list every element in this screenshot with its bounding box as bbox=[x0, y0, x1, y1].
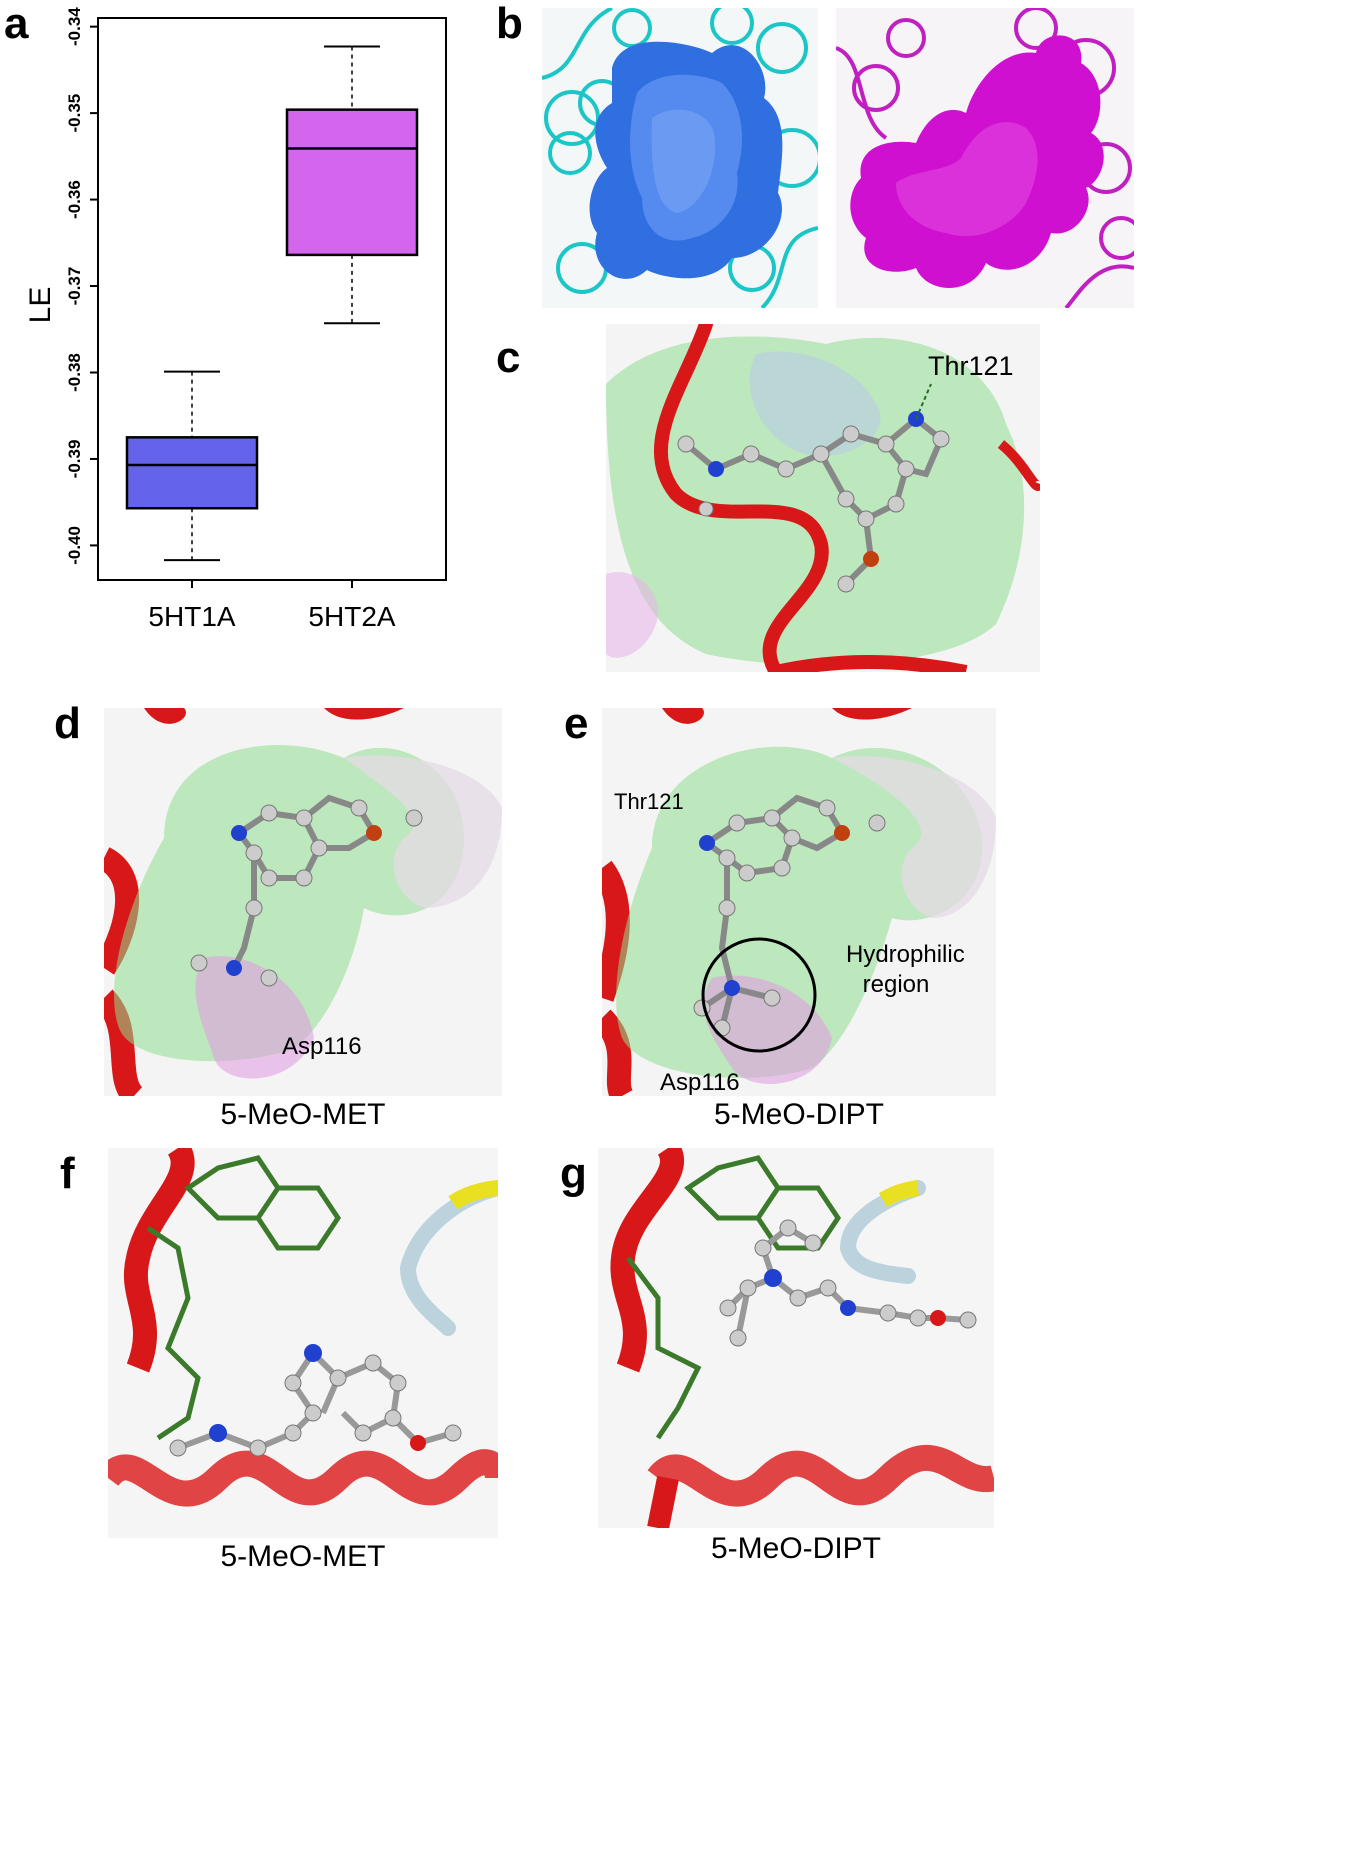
docking-view-f bbox=[108, 1148, 498, 1538]
x-tick-label: 5HT2A bbox=[308, 601, 395, 632]
region-label-hydrophilic: Hydrophilic region bbox=[846, 941, 965, 998]
y-tick-label: -0.36 bbox=[65, 180, 84, 219]
residue-label-asp116-d: Asp116 bbox=[282, 1033, 362, 1060]
residue-label-thr121-c: Thr121 bbox=[928, 351, 1014, 381]
y-tick-label: -0.38 bbox=[65, 353, 84, 392]
caption-g: 5-MeO-DIPT bbox=[710, 1532, 881, 1565]
panel-label-c: c bbox=[496, 333, 521, 382]
caption-d: 5-MeO-MET bbox=[220, 1098, 386, 1131]
caption-f: 5-MeO-MET bbox=[220, 1540, 386, 1573]
panel-label-a: a bbox=[4, 0, 29, 48]
pocket-surface-5ht2a bbox=[836, 8, 1134, 308]
panel-label-e: e bbox=[564, 699, 589, 748]
panel-label-b: b bbox=[496, 0, 523, 48]
docking-view-e bbox=[602, 708, 996, 1096]
panel-label-f: f bbox=[60, 1149, 75, 1198]
plot-frame bbox=[97, 17, 447, 581]
pocket-surface-5ht1a bbox=[542, 8, 818, 308]
residue-label-thr121-e: Thr121 bbox=[614, 789, 684, 814]
x-axis: 5HT1A 5HT2A bbox=[148, 580, 396, 632]
panel-label-g: g bbox=[560, 1149, 587, 1198]
docking-view-g bbox=[598, 1148, 994, 1528]
le-boxplot: LE -0.34 -0.35 -0.36 -0.37 -0.38 -0.39 -0.40 5… bbox=[24, 7, 447, 632]
docking-view-c bbox=[606, 324, 1040, 672]
box-group bbox=[125, 45, 419, 562]
y-axis: -0.34 -0.35 -0.36 -0.37 -0.38 -0.39 -0.40 bbox=[65, 7, 98, 565]
y-axis-label: LE bbox=[24, 287, 57, 324]
y-tick-label: -0.35 bbox=[65, 94, 84, 133]
y-tick-label: -0.37 bbox=[65, 267, 84, 306]
box-5HT2A bbox=[285, 108, 419, 257]
y-tick-label: -0.39 bbox=[65, 440, 84, 479]
y-tick-label: -0.34 bbox=[65, 7, 84, 46]
residue-label-asp116-e: Asp116 bbox=[660, 1069, 740, 1096]
x-tick-label: 5HT1A bbox=[148, 601, 235, 632]
panel-label-d: d bbox=[54, 699, 81, 748]
caption-e: 5-MeO-DIPT bbox=[713, 1098, 884, 1131]
highlight-circle bbox=[701, 937, 817, 1053]
docking-view-d bbox=[104, 708, 502, 1096]
box-5HT1A bbox=[125, 436, 259, 510]
y-tick-label: -0.40 bbox=[65, 526, 84, 565]
